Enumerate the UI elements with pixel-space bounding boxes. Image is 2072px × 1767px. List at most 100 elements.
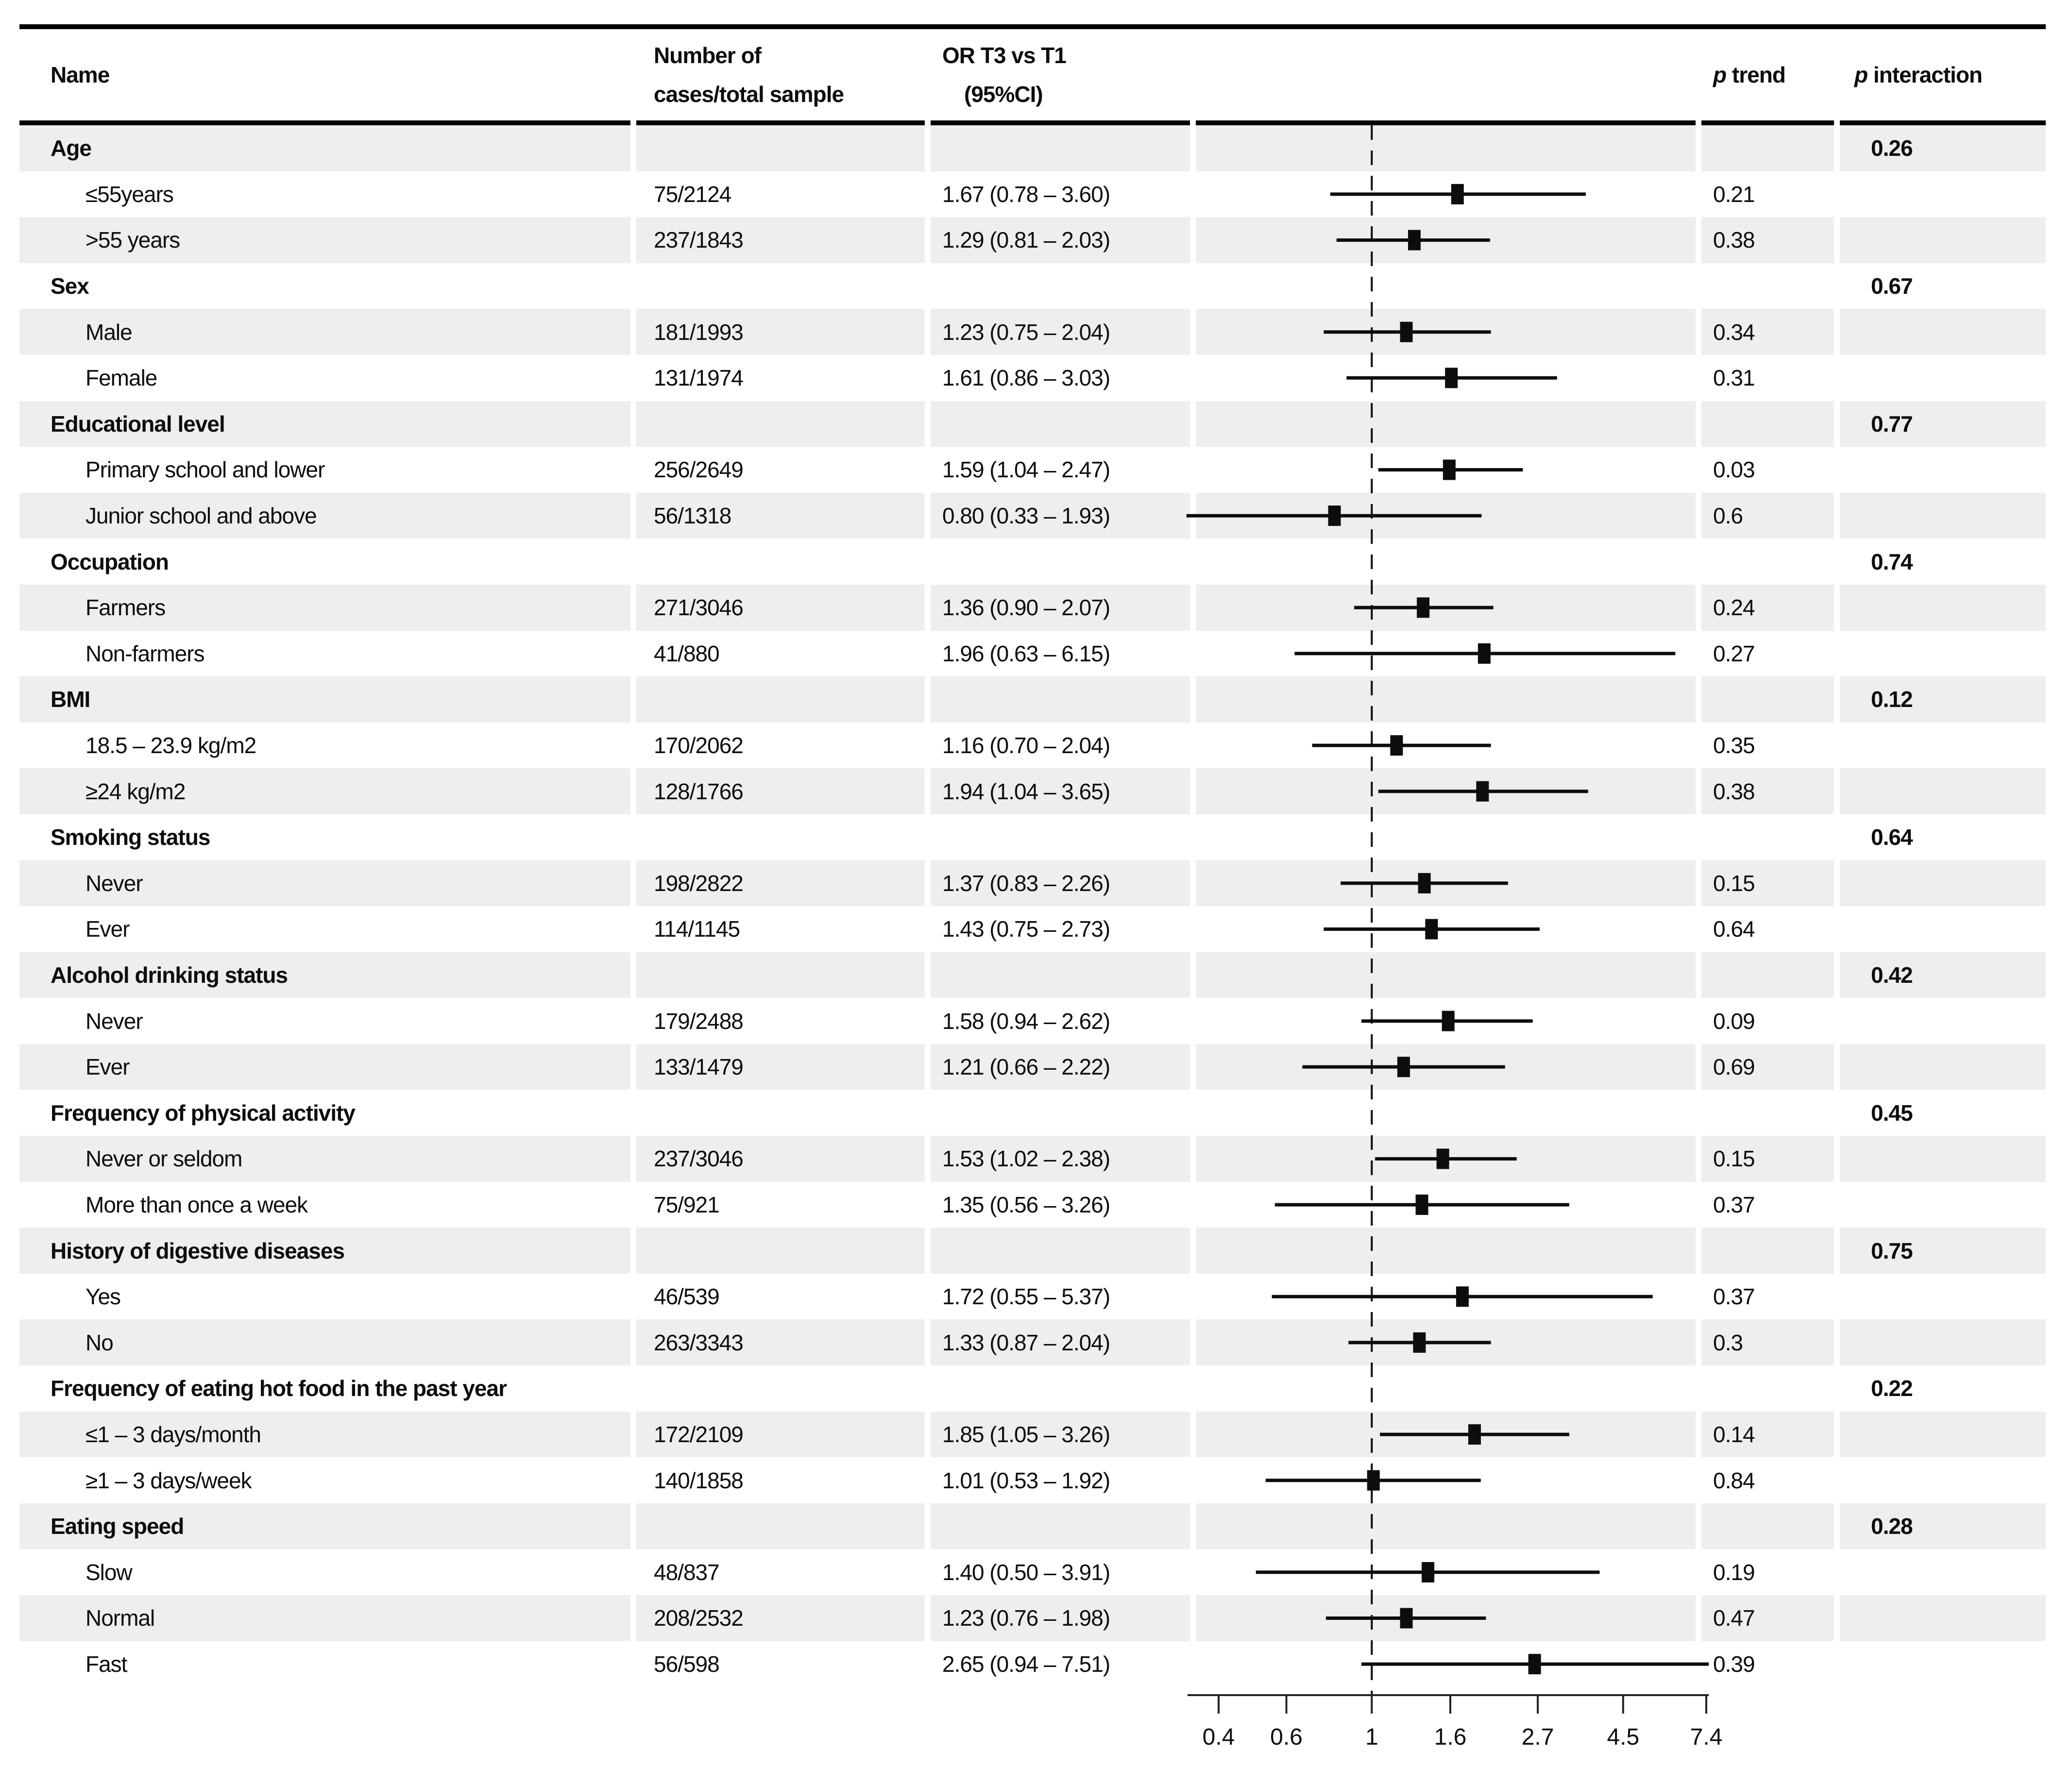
header-name-text: Name: [51, 62, 110, 87]
row-cases: 237/1843: [636, 217, 925, 263]
row-p-interaction: 0.42: [1840, 952, 2046, 998]
row-label: Frequency of eating hot food in the past…: [51, 1376, 507, 1401]
column-header-or: OR T3 vs T1 (95%CI): [931, 29, 1190, 125]
row-p-trend: 0.21: [1713, 181, 1755, 207]
row-cases: 140/1858: [654, 1467, 744, 1493]
row-p-interaction: [1840, 1457, 2046, 1503]
row-p-trend: 0.09: [1713, 1008, 1755, 1034]
row-cases: 114/1145: [654, 916, 740, 942]
row-cases: [636, 1503, 925, 1549]
row-p-trend: 0.31: [1713, 365, 1755, 391]
row-label: Smoking status: [51, 825, 211, 850]
row-or-ci: [931, 401, 1190, 447]
row-or-ci: 0.80 (0.33 – 1.93): [931, 492, 1190, 539]
top-rule: [19, 24, 2046, 29]
row-or-ci: 1.36 (0.90 – 2.07): [931, 584, 1190, 631]
row-p-interaction: [1840, 171, 2046, 218]
row-label: No: [19, 1319, 630, 1366]
row-p-trend: 0.24: [1701, 584, 1834, 631]
row-plot-area: [1196, 1319, 1696, 1366]
row-plot-area: [1196, 309, 1696, 355]
row-plot-area: [1196, 1457, 1696, 1503]
column-header-p-interaction: p interaction: [1840, 29, 2046, 125]
row-or-ci: [931, 814, 1190, 860]
row-or-ci: 1.43 (0.75 – 2.73): [942, 916, 1110, 942]
row-label: ≤55years: [85, 181, 174, 207]
row-or-ci: 1.59 (1.04 – 2.47): [942, 457, 1110, 483]
row-p-interaction: 0.75: [1840, 1228, 2046, 1274]
row-p-trend: 0.39: [1713, 1651, 1755, 1677]
row-cases: 208/2532: [636, 1595, 925, 1641]
row-plot-area: [1196, 171, 1696, 218]
row-p-interaction: [1840, 1274, 2046, 1320]
row-p-interaction: [1840, 1136, 2046, 1182]
row-cases: 198/2822: [636, 860, 925, 907]
row-p-trend: [1701, 952, 1834, 998]
row-plot-area: [1196, 1043, 1696, 1090]
row-p-trend: 0.6: [1701, 492, 1834, 539]
column-header-p-trend: p trend: [1701, 29, 1834, 125]
row-cases: 56/1318: [636, 492, 925, 539]
row-or-ci: [931, 1365, 1190, 1412]
row-plot-area: [1196, 1641, 1696, 1687]
row-p-interaction: 0.67: [1871, 273, 1913, 299]
row-p-interaction: [1840, 355, 2046, 401]
header-p-trend-text: p trend: [1713, 62, 1786, 87]
row-plot-area: [1196, 906, 1696, 952]
row-cases: [636, 676, 925, 723]
row-plot-area: [1196, 631, 1696, 677]
row-plot-area: [1196, 447, 1696, 493]
row-p-trend: 0.15: [1701, 860, 1834, 907]
row-p-trend: 0.3: [1701, 1319, 1834, 1366]
row-or-ci: 1.21 (0.66 – 2.22): [931, 1043, 1190, 1090]
row-p-trend: 0.37: [1713, 1192, 1755, 1217]
row-label: Ever: [19, 1043, 630, 1090]
row-or-ci: 1.35 (0.56 – 3.26): [942, 1192, 1110, 1217]
row-p-interaction: [1840, 309, 2046, 355]
row-cases: [636, 814, 925, 860]
row-cases: 48/837: [654, 1559, 720, 1585]
row-plot-area: [1196, 584, 1696, 631]
header-or-line2: (95%CI): [964, 82, 1043, 107]
row-p-trend: 0.64: [1713, 916, 1755, 942]
row-label: ≥1 – 3 days/week: [85, 1467, 252, 1493]
row-p-trend: 0.27: [1713, 640, 1755, 666]
row-p-trend: [1701, 1228, 1834, 1274]
row-label: More than once a week: [85, 1192, 308, 1217]
row-p-interaction: [1840, 1641, 2046, 1687]
row-p-interaction: 0.26: [1840, 125, 2046, 171]
row-or-ci: 1.23 (0.76 – 1.98): [931, 1595, 1190, 1641]
row-cases: 256/2649: [654, 457, 744, 483]
header-p-interaction-text: p interaction: [1854, 62, 1983, 87]
row-plot-area: [1196, 355, 1696, 401]
row-cases: 41/880: [654, 640, 720, 666]
table-header: Name Number of cases/total sample OR T3 …: [19, 29, 2046, 125]
row-plot-area: [1196, 1228, 1696, 1274]
row-p-trend: 0.35: [1713, 733, 1755, 758]
row-p-interaction: [1840, 1411, 2046, 1458]
header-cases-line1: Number of: [654, 43, 762, 68]
row-p-interaction: [1840, 998, 2046, 1044]
row-or-ci: 1.01 (0.53 – 1.92): [942, 1467, 1110, 1493]
row-plot-area: [1196, 401, 1696, 447]
row-plot-area: [1196, 1595, 1696, 1641]
row-p-interaction: [1840, 723, 2046, 769]
x-axis-tick-label: 4.5: [1607, 1724, 1639, 1750]
x-axis-tick-label: 2.7: [1522, 1724, 1554, 1750]
row-p-trend: [1701, 1503, 1834, 1549]
row-label: Farmers: [19, 584, 630, 631]
row-cases: 75/2124: [654, 181, 731, 207]
x-axis-tick-label: 0.6: [1270, 1724, 1303, 1750]
row-plot-area: [1196, 125, 1696, 171]
row-plot-area: [1196, 952, 1696, 998]
row-p-interaction: [1840, 1595, 2046, 1641]
row-p-trend: [1701, 539, 1834, 585]
row-plot-area: [1196, 676, 1696, 723]
row-plot-area: [1196, 998, 1696, 1044]
row-cases: 181/1993: [636, 309, 925, 355]
row-cases: 128/1766: [636, 768, 925, 814]
row-label: Slow: [85, 1559, 133, 1585]
row-or-ci: 1.40 (0.50 – 3.91): [942, 1559, 1110, 1585]
column-header-name: Name: [19, 29, 630, 125]
row-or-ci: 1.58 (0.94 – 2.62): [942, 1008, 1110, 1034]
